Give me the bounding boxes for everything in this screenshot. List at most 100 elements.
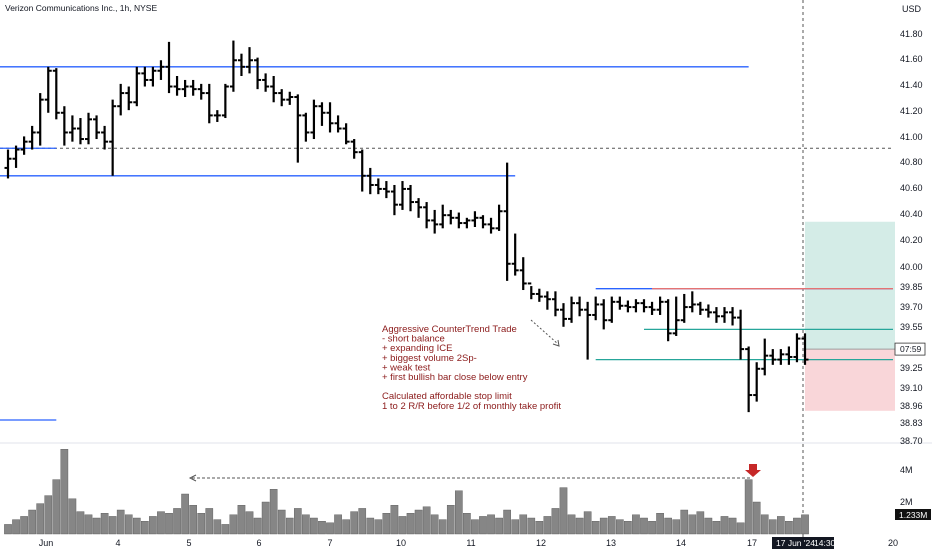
volume-bar <box>656 513 664 535</box>
ohlc-bar <box>495 204 503 231</box>
volume-bar <box>4 524 12 535</box>
volume-bar <box>648 521 656 535</box>
volume-bar <box>350 511 358 535</box>
volume-bar <box>406 513 415 535</box>
ohlc-bar <box>511 233 519 276</box>
volume-bar <box>84 514 93 535</box>
ohlc-bar <box>479 215 487 229</box>
price-tick-label: 41.40 <box>900 80 923 90</box>
price-tick-label: 41.20 <box>900 106 923 116</box>
ohlc-bar <box>656 296 664 315</box>
volume-bar <box>398 516 407 535</box>
ohlc-bar <box>28 125 36 150</box>
price-tick-label: 39.70 <box>900 302 923 312</box>
ohlc-bar <box>745 346 753 413</box>
ohlc-bar <box>36 93 44 146</box>
volume-bar <box>559 487 568 535</box>
volume-bar <box>189 505 197 535</box>
arrow-head-icon <box>552 339 560 347</box>
volume-bar <box>44 495 53 535</box>
ohlc-bar <box>326 102 334 133</box>
ohlc-bar <box>463 217 471 229</box>
x-tick-label: Jun <box>39 538 54 548</box>
volume-bar <box>503 509 511 535</box>
price-tick-label: 40.80 <box>900 157 923 167</box>
volume-bar <box>583 511 592 535</box>
ohlc-bar <box>109 99 117 176</box>
annotation-line: - short balance <box>382 334 445 345</box>
price-tick-label: 40.20 <box>900 235 923 245</box>
volume-bar <box>527 517 536 535</box>
ohlc-bar <box>729 307 737 326</box>
volume-bar <box>752 501 761 535</box>
volume-bar <box>12 519 20 535</box>
volume-bar <box>801 514 809 535</box>
ohlc-bar <box>519 257 527 291</box>
volume-bar <box>479 516 487 535</box>
ohlc-bar <box>753 362 761 402</box>
ohlc-bar <box>503 162 511 281</box>
price-tick-label: 39.25 <box>900 363 923 373</box>
volume-bar <box>640 517 648 535</box>
ohlc-bar <box>318 102 326 126</box>
volume-bar <box>285 517 294 535</box>
x-tick-label: 6 <box>256 538 261 548</box>
volume-bar <box>712 521 721 535</box>
annotation-line: 1 to 2 R/R before 1/2 of monthly take pr… <box>382 401 561 412</box>
ohlc-bar <box>672 296 680 336</box>
volume-bar <box>310 517 318 535</box>
volume-bar <box>664 517 672 535</box>
price-tick-label: 39.10 <box>900 383 923 393</box>
volume-bar <box>720 516 729 535</box>
price-tick-label: 39.55 <box>900 322 923 332</box>
volume-bar <box>704 517 713 535</box>
ohlc-bar <box>358 149 366 192</box>
annotation-line: + biggest volume 2Sp- <box>382 353 477 364</box>
volume-tick-label: 2M <box>900 497 913 507</box>
annotations: Aggressive CounterTrend Trade- short bal… <box>188 319 761 482</box>
ohlc-bar <box>785 346 793 365</box>
annotation-line: + first bullish bar close below entry <box>382 372 528 383</box>
volume-bar <box>728 517 737 535</box>
ohlc-bar <box>632 299 640 313</box>
last-volume-badge <box>895 509 931 520</box>
ohlc-bar <box>415 198 423 218</box>
ohlc-bar <box>68 115 76 142</box>
volume-bar <box>60 449 69 535</box>
volume-bar <box>302 514 310 535</box>
crosshair-date-label: 17 Jun '24 <box>776 538 815 548</box>
ohlc-bar <box>600 299 608 330</box>
ohlc-bar <box>398 181 406 210</box>
risk-reward-zones <box>805 221 895 411</box>
stop-zone <box>805 349 895 411</box>
volume-bar <box>52 479 61 535</box>
crosshair-date-badge <box>772 537 834 549</box>
volume-bar <box>261 501 270 535</box>
ohlc-bar <box>616 296 624 310</box>
volume-bar <box>543 516 552 535</box>
ohlc-bar <box>487 217 495 234</box>
volume-bar <box>551 508 560 535</box>
ohlc-bar <box>624 300 632 313</box>
ohlc-bar <box>52 68 60 120</box>
price-tick-label: 40.60 <box>900 183 923 193</box>
ohlc-bar <box>213 110 221 122</box>
ohlc-bar <box>447 209 455 225</box>
volume-bar <box>696 511 705 535</box>
ohlc-bar <box>262 73 270 92</box>
ohlc-bar <box>592 296 600 321</box>
volume-bar <box>76 511 85 535</box>
volume-bar <box>736 522 745 535</box>
ohlc-bar <box>189 79 197 96</box>
volume-bar <box>374 519 383 535</box>
ohlc-bar <box>712 307 720 323</box>
volume-bar <box>318 521 326 535</box>
volume-bar <box>777 516 785 535</box>
ohlc-bar <box>407 184 415 212</box>
axes: 41.80 41.60 41.40 41.20 41.00 40.80 40.60 40.40… <box>39 29 931 549</box>
volume-bar <box>607 516 616 535</box>
volume-bar <box>768 519 777 535</box>
annotation-line: + weak test <box>382 362 431 373</box>
volume-tick-label: 4M <box>900 465 913 475</box>
